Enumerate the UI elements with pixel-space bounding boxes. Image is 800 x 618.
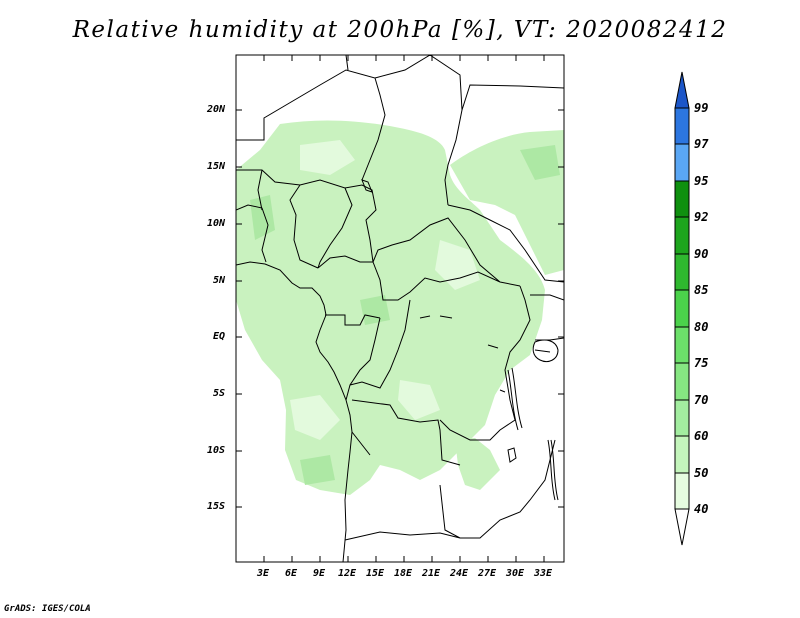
- legend-label-75: 75: [694, 356, 709, 370]
- colorbar-segment-70-75: [674, 362, 690, 401]
- lakes-small: [361, 179, 517, 463]
- legend-label-97: 97: [694, 137, 709, 151]
- colorbar-segment-90-92: [674, 216, 690, 255]
- lon-label-9e: 9E: [313, 568, 326, 579]
- colorbar-segment-85-90: [674, 253, 690, 291]
- lon-label-12e: 12E: [338, 568, 357, 579]
- lon-label-6e: 6E: [285, 568, 298, 579]
- colorbar: [674, 71, 690, 546]
- coastline: [236, 261, 353, 562]
- colorbar-segment-80-85: [674, 289, 690, 328]
- lon-label-27e: 27E: [478, 568, 497, 579]
- map-frame: [235, 54, 565, 563]
- map-title: Relative humidity at 200hPa [%], VT: 202…: [72, 17, 728, 43]
- lat-label-15n: 15N: [207, 161, 226, 172]
- legend-label-60: 60: [694, 429, 709, 443]
- lat-label-eq: EQ: [213, 331, 226, 342]
- lake-malawi: [547, 439, 559, 501]
- colorbar-segment-95-97: [674, 143, 690, 182]
- lat-label-15s: 15S: [207, 501, 226, 512]
- colorbar-segment-50-60: [674, 435, 690, 474]
- humidity-region-south: [455, 438, 500, 490]
- colorbar-segment-97-99: [674, 107, 690, 145]
- lake-tanganyika: [507, 367, 523, 431]
- legend-label-99: 99: [694, 101, 709, 115]
- colorbar-segment-60-70: [674, 399, 690, 437]
- legend-label-92: 92: [694, 210, 709, 224]
- lon-label-15e: 15E: [366, 568, 385, 579]
- lat-label-5s: 5S: [213, 388, 226, 399]
- country-borders: [236, 55, 564, 562]
- colorbar-segment-40-50: [674, 472, 690, 510]
- lon-label-18e: 18E: [394, 568, 413, 579]
- legend-label-70: 70: [694, 393, 709, 407]
- legend-label-95: 95: [694, 174, 709, 188]
- colorbar-segment-75-80: [674, 326, 690, 364]
- grads-credit: GrADS: IGES/COLA: [4, 604, 91, 614]
- legend-label-40: 40: [694, 502, 709, 516]
- lon-label-30e: 30E: [506, 568, 525, 579]
- colorbar-arrow-bottom: [674, 508, 690, 546]
- lake-victoria: [532, 339, 559, 363]
- lat-label-5n: 5N: [213, 275, 226, 286]
- humidity-region-lighter: [290, 140, 480, 440]
- lat-label-10s: 10S: [207, 445, 226, 456]
- axis-ticks: [236, 55, 564, 562]
- legend-label-90: 90: [694, 247, 709, 261]
- humidity-shading: [236, 120, 564, 495]
- legend-label-80: 80: [694, 320, 709, 334]
- border-lines: [236, 55, 564, 541]
- lat-label-10n: 10N: [207, 218, 226, 229]
- lon-label-21e: 21E: [422, 568, 441, 579]
- colorbar-segment-92-95: [674, 180, 690, 218]
- lon-label-24e: 24E: [450, 568, 469, 579]
- lon-label-33e: 33E: [534, 568, 553, 579]
- legend-label-85: 85: [694, 283, 709, 297]
- lon-label-3e: 3E: [257, 568, 270, 579]
- colorbar-arrow-top: [674, 71, 690, 109]
- lat-label-20n: 20N: [207, 104, 226, 115]
- legend-label-50: 50: [694, 466, 709, 480]
